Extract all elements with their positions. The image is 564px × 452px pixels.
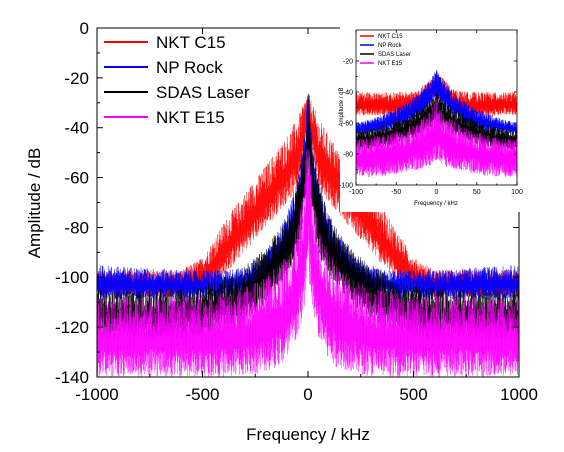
main-y-tick-label: -80	[64, 218, 89, 237]
main-legend-label: NP Rock	[156, 58, 223, 77]
inset-legend-label: NP Rock	[378, 43, 403, 49]
y-axis-label: Amplitude / dB	[25, 148, 44, 259]
main-x-tick-label: 500	[399, 385, 427, 404]
inset-y-axis-label: Amplitude / dB	[339, 87, 345, 126]
main-legend-label: NKT C15	[156, 33, 226, 52]
inset-y-tick-label: -60	[343, 120, 353, 127]
main-y-tick-label: -40	[64, 119, 89, 138]
inset-x-tick-label: -100	[349, 189, 363, 196]
inset-plot-data	[356, 69, 517, 178]
inset-legend-label: NKT E15	[378, 61, 403, 67]
main-x-tick-label: 0	[303, 385, 312, 404]
main-plot-data	[97, 93, 519, 377]
main-legend-label: NKT E15	[156, 108, 225, 127]
main-legend-label: SDAS Laser	[156, 83, 250, 102]
main-series-nkt-e15	[97, 147, 519, 377]
inset-x-tick-label: 0	[435, 189, 439, 196]
main-y-tick-label: -20	[64, 69, 89, 88]
inset-x-axis-label: Frequency / kHz	[414, 201, 458, 207]
inset-x-tick-label: 50	[473, 189, 481, 196]
inset-plot-axes: -100 -50 0 50 100 -20 -40 -60 -80 -100	[339, 29, 523, 196]
main-legend: NKT C15 NP Rock SDAS Laser NKT E15	[104, 33, 250, 127]
main-x-tick-label: 1000	[500, 385, 538, 404]
inset-x-tick-label: 100	[511, 189, 523, 196]
main-y-tick-label: -120	[55, 318, 89, 337]
main-y-tick-label: -140	[55, 368, 89, 387]
inset-legend-label: SDAS Laser	[378, 52, 411, 58]
inset-y-tick-label: -80	[343, 151, 353, 158]
inset-legend: NKT C15 NP Rock SDAS Laser NKT E15	[360, 34, 411, 67]
inset-x-tick-label: -50	[391, 189, 401, 196]
inset-y-tick-label: -20	[343, 58, 353, 65]
inset-series-np-rock	[356, 69, 517, 136]
inset-series-nkt-e15	[356, 100, 517, 178]
main-y-tick-label: -60	[64, 169, 89, 188]
main-y-tick-label: -100	[55, 268, 89, 287]
main-x-tick-label: -500	[185, 385, 219, 404]
main-y-tick-label: 0	[80, 19, 89, 38]
main-x-tick-label: -1000	[75, 385, 118, 404]
inset-y-tick-label: -40	[343, 89, 353, 96]
inset-y-tick-label: -100	[339, 182, 353, 189]
x-axis-label: Frequency / kHz	[246, 425, 370, 444]
inset-chart: -100 -50 0 50 100 -20 -40 -60 -80 -100 NKT C15 NP …	[339, 26, 524, 212]
inset-legend-label: NKT C15	[378, 34, 403, 40]
